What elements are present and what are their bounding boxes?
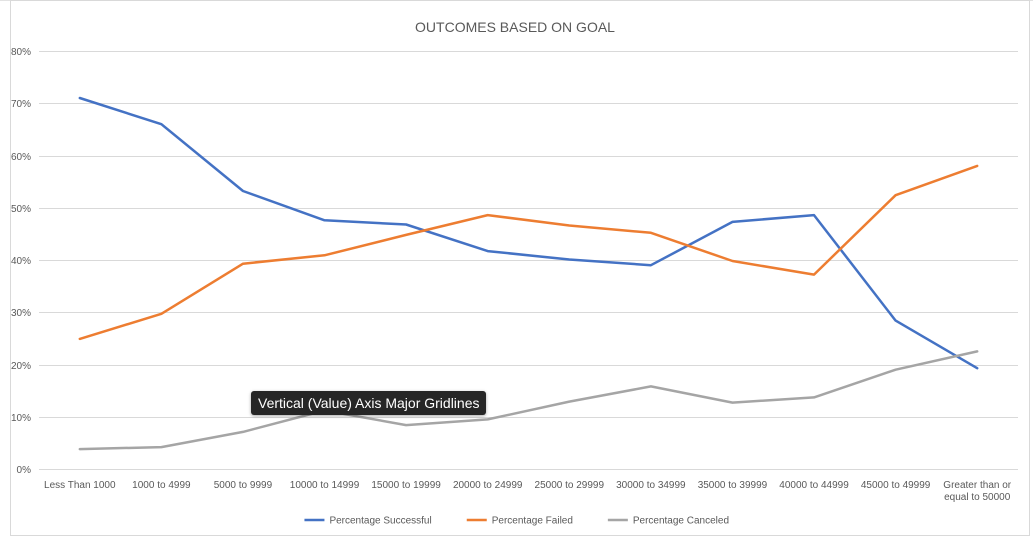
x-tick-label: 10000 to 14999: [290, 480, 360, 491]
vertical-value-axis[interactable]: 0% 10% 20% 30% 40% 50% 60% 70% 80%: [11, 47, 31, 476]
x-tick-label: 25000 to 29999: [535, 480, 605, 491]
vertical-value-axis-major-gridlines[interactable]: [39, 51, 1018, 470]
y-tick-label: 20%: [11, 361, 31, 372]
x-tick-label: 5000 to 9999: [214, 480, 273, 491]
chart-area[interactable]: OUTCOMES BASED ON GOAL 0% 10% 20% 30% 40% 50%…: [10, 0, 1030, 536]
x-tick-label: 30000 to 34999: [616, 480, 686, 491]
x-tick-label: Less Than 1000: [44, 480, 116, 491]
x-tick-label: 35000 to 39999: [698, 480, 768, 491]
series-line-percentage-failed[interactable]: [78, 164, 979, 341]
y-tick-label: 10%: [11, 413, 31, 424]
y-tick-label: 0%: [17, 465, 32, 476]
chart-title[interactable]: OUTCOMES BASED ON GOAL: [415, 19, 615, 35]
y-tick-label: 40%: [11, 256, 31, 267]
legend-entry-percentage-canceled[interactable]: Percentage Canceled: [607, 516, 729, 527]
legend-entry-percentage-successful[interactable]: Percentage Successful: [304, 516, 432, 527]
series-line-percentage-canceled[interactable]: [78, 350, 979, 451]
legend[interactable]: Percentage Successful Percentage Failed Pe…: [304, 516, 729, 527]
legend-label: Percentage Canceled: [633, 516, 729, 527]
x-tick-label: 40000 to 44999: [779, 480, 849, 491]
y-tick-label: 50%: [11, 204, 31, 215]
legend-label: Percentage Failed: [492, 516, 573, 527]
x-tick-label: 15000 to 19999: [371, 480, 441, 491]
y-tick-label: 30%: [11, 308, 31, 319]
x-tick-label: 20000 to 24999: [453, 480, 523, 491]
chart-element-tooltip: Vertical (Value) Axis Major Gridlines: [251, 391, 487, 415]
x-tick-label: 45000 to 49999: [861, 480, 931, 491]
legend-entry-percentage-failed[interactable]: Percentage Failed: [466, 516, 573, 527]
y-tick-label: 80%: [11, 47, 31, 58]
y-tick-label: 60%: [11, 152, 31, 163]
legend-label: Percentage Successful: [329, 516, 431, 527]
plot-area[interactable]: [78, 96, 979, 451]
horizontal-category-axis[interactable]: Less Than 1000 1000 to 4999 5000 to 9999 10…: [44, 480, 1012, 503]
series-line-percentage-successful[interactable]: [78, 96, 979, 370]
x-tick-label: Greater than or equal to 50000: [943, 480, 1011, 503]
x-tick-label: 1000 to 4999: [132, 480, 191, 491]
y-tick-label: 70%: [11, 99, 31, 110]
line-chart[interactable]: OUTCOMES BASED ON GOAL 0% 10% 20% 30% 40% 50%…: [11, 1, 1031, 537]
